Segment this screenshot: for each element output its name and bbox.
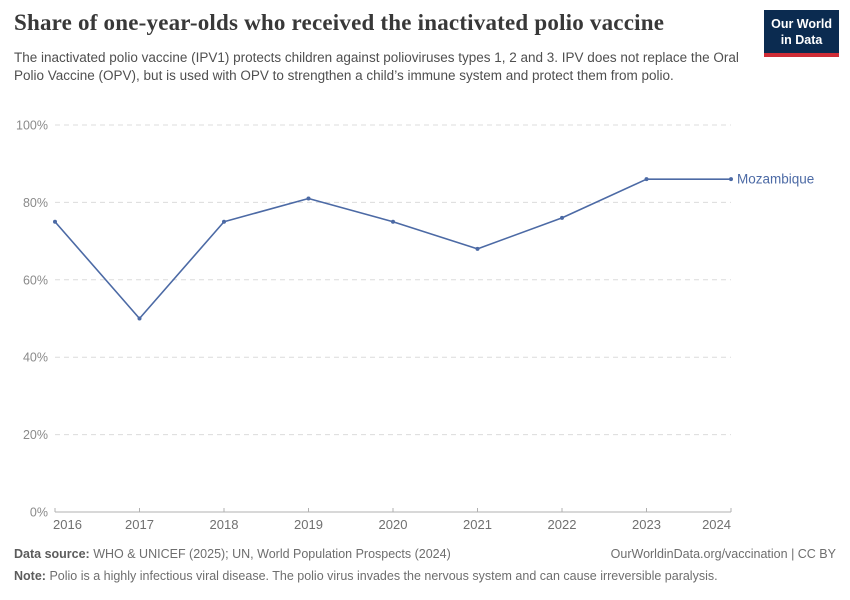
y-axis-label: 40% bbox=[23, 351, 48, 365]
data-line bbox=[54, 178, 731, 320]
owid-logo-line1: Our World bbox=[771, 17, 832, 31]
y-axis-label: 80% bbox=[23, 196, 48, 210]
y-axis-label: 0% bbox=[30, 506, 48, 520]
note-label: Note: bbox=[14, 569, 46, 583]
page-title: Share of one-year-olds who received the … bbox=[14, 10, 665, 35]
data-point bbox=[560, 215, 564, 220]
y-axis-label: 20% bbox=[23, 428, 48, 442]
x-axis-label: 2020 bbox=[379, 517, 408, 532]
data-source-line: Data source: WHO & UNICEF (2025); UN, Wo… bbox=[14, 543, 451, 565]
x-axis-label: 2022 bbox=[548, 517, 577, 532]
y-axis-label: 60% bbox=[23, 273, 48, 287]
data-point bbox=[729, 177, 733, 182]
owid-logo[interactable]: Our World in Data bbox=[764, 10, 839, 57]
citation-link[interactable]: OurWorldinData.org/vaccination | CC BY bbox=[610, 547, 836, 561]
data-point bbox=[222, 219, 226, 224]
y-axis-label: 100% bbox=[16, 119, 48, 133]
note-text: Polio is a highly infectious viral disea… bbox=[49, 569, 718, 583]
x-axis-label: 2018 bbox=[210, 517, 239, 532]
x-axis-label: 2021 bbox=[463, 517, 492, 532]
x-axis-label: 2017 bbox=[125, 517, 154, 532]
x-axis-label: 2023 bbox=[632, 517, 661, 532]
note-line: Note: Polio is a highly infectious viral… bbox=[14, 565, 836, 587]
x-axis-label: 2024 bbox=[702, 517, 731, 532]
x-axis-label: 2016 bbox=[53, 517, 82, 532]
data-point bbox=[137, 316, 142, 321]
data-source-label: Data source: bbox=[14, 547, 90, 561]
x-axis-label: 2019 bbox=[294, 517, 323, 532]
data-point bbox=[306, 196, 311, 201]
data-point bbox=[644, 177, 649, 182]
owid-logo-line2: in Data bbox=[780, 33, 823, 48]
data-source-text: WHO & UNICEF (2025); UN, World Populatio… bbox=[93, 547, 451, 561]
chart-footer: Data source: WHO & UNICEF (2025); UN, Wo… bbox=[14, 543, 836, 587]
data-point bbox=[53, 219, 57, 224]
series-label: Mozambique bbox=[737, 172, 814, 187]
data-point bbox=[475, 246, 480, 251]
data-point bbox=[391, 219, 395, 224]
chart-subtitle: The inactivated polio vaccine (IPV1) pro… bbox=[14, 50, 739, 83]
